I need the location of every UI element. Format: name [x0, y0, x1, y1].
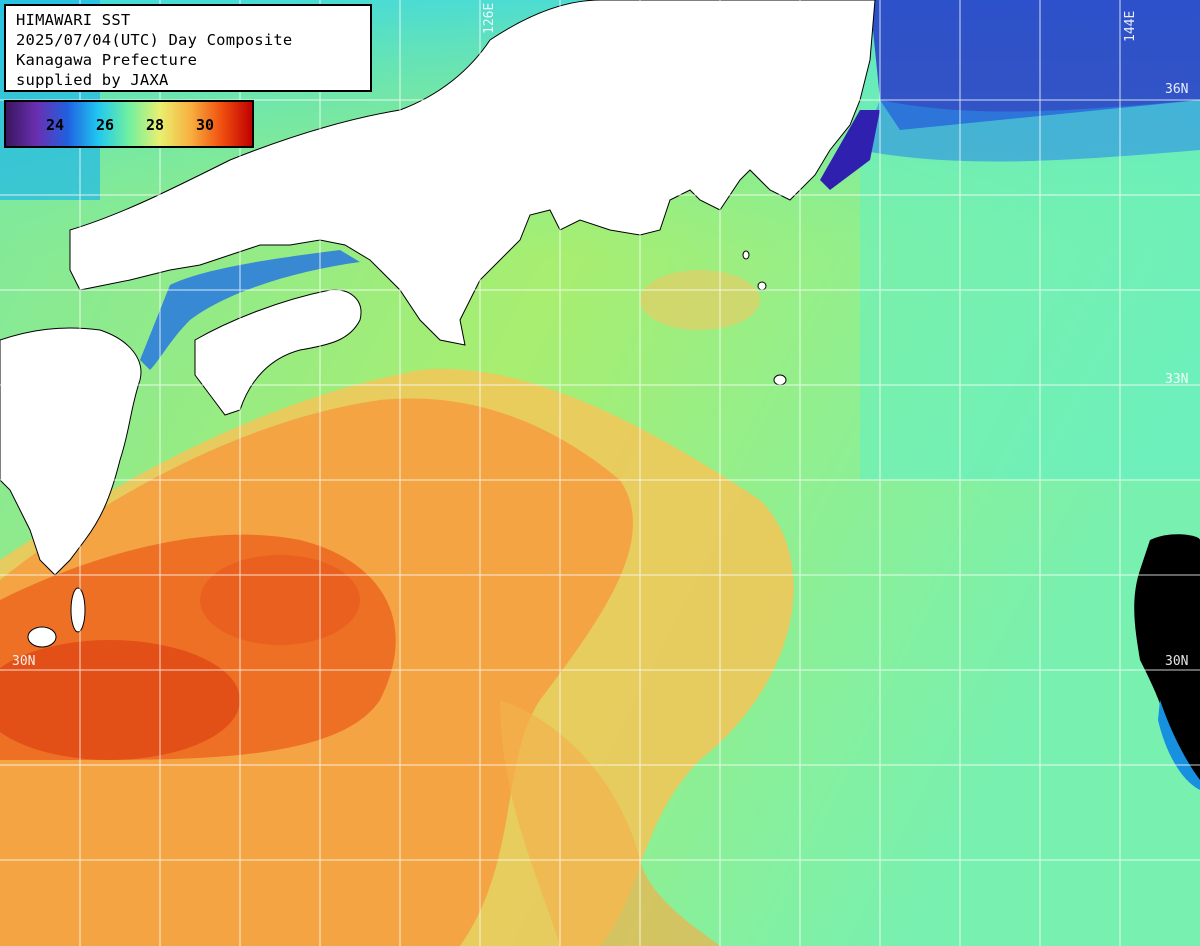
colorbar-tick-28: 28 [146, 116, 165, 134]
island-izu-3 [742, 250, 750, 260]
lat-label-33n: 33N [1165, 372, 1189, 387]
colorbar: 24 26 28 30 [4, 100, 254, 148]
warm-pool-hot-2 [200, 555, 360, 645]
title-line-4: supplied by JAXA [16, 71, 169, 89]
shikoku [194, 289, 362, 416]
title-line-2: 2025/07/04(UTC) Day Composite [16, 31, 293, 49]
lat-label-30n-right: 30N [1165, 654, 1189, 669]
title-line-1: HIMAWARI SST [16, 11, 131, 29]
land [0, 0, 876, 648]
island-izu-2 [757, 281, 767, 291]
no-data-patch [1134, 534, 1200, 780]
kyushu [0, 327, 142, 576]
warm-tail [500, 700, 720, 946]
island-yakushima [27, 626, 57, 648]
island-izu-1 [773, 374, 787, 386]
seto-inland-sea [140, 250, 360, 370]
lon-label-126e: 126E [482, 2, 497, 34]
oyashio-fringe [860, 100, 1200, 162]
title-box: HIMAWARI SST 2025/07/04(UTC) Day Composi… [4, 4, 372, 92]
colorbar-tick-30: 30 [196, 116, 215, 134]
honshu [69, 0, 876, 346]
title-line-3: Kanagawa Prefecture [16, 51, 198, 69]
oyashio-cold-water [870, 0, 1200, 130]
colorbar-tick-26: 26 [96, 116, 115, 134]
island-tanegashima [70, 587, 86, 633]
lon-label-144e: 144E [1123, 10, 1138, 42]
warm-patch-east [640, 270, 760, 330]
no-data-fringe [1158, 700, 1200, 790]
lat-label-30n-left: 30N [12, 654, 36, 669]
colorbar-tick-24: 24 [46, 116, 65, 134]
kanto-coastal-cold [820, 110, 880, 190]
lat-label-36n: 36N [1165, 82, 1189, 97]
